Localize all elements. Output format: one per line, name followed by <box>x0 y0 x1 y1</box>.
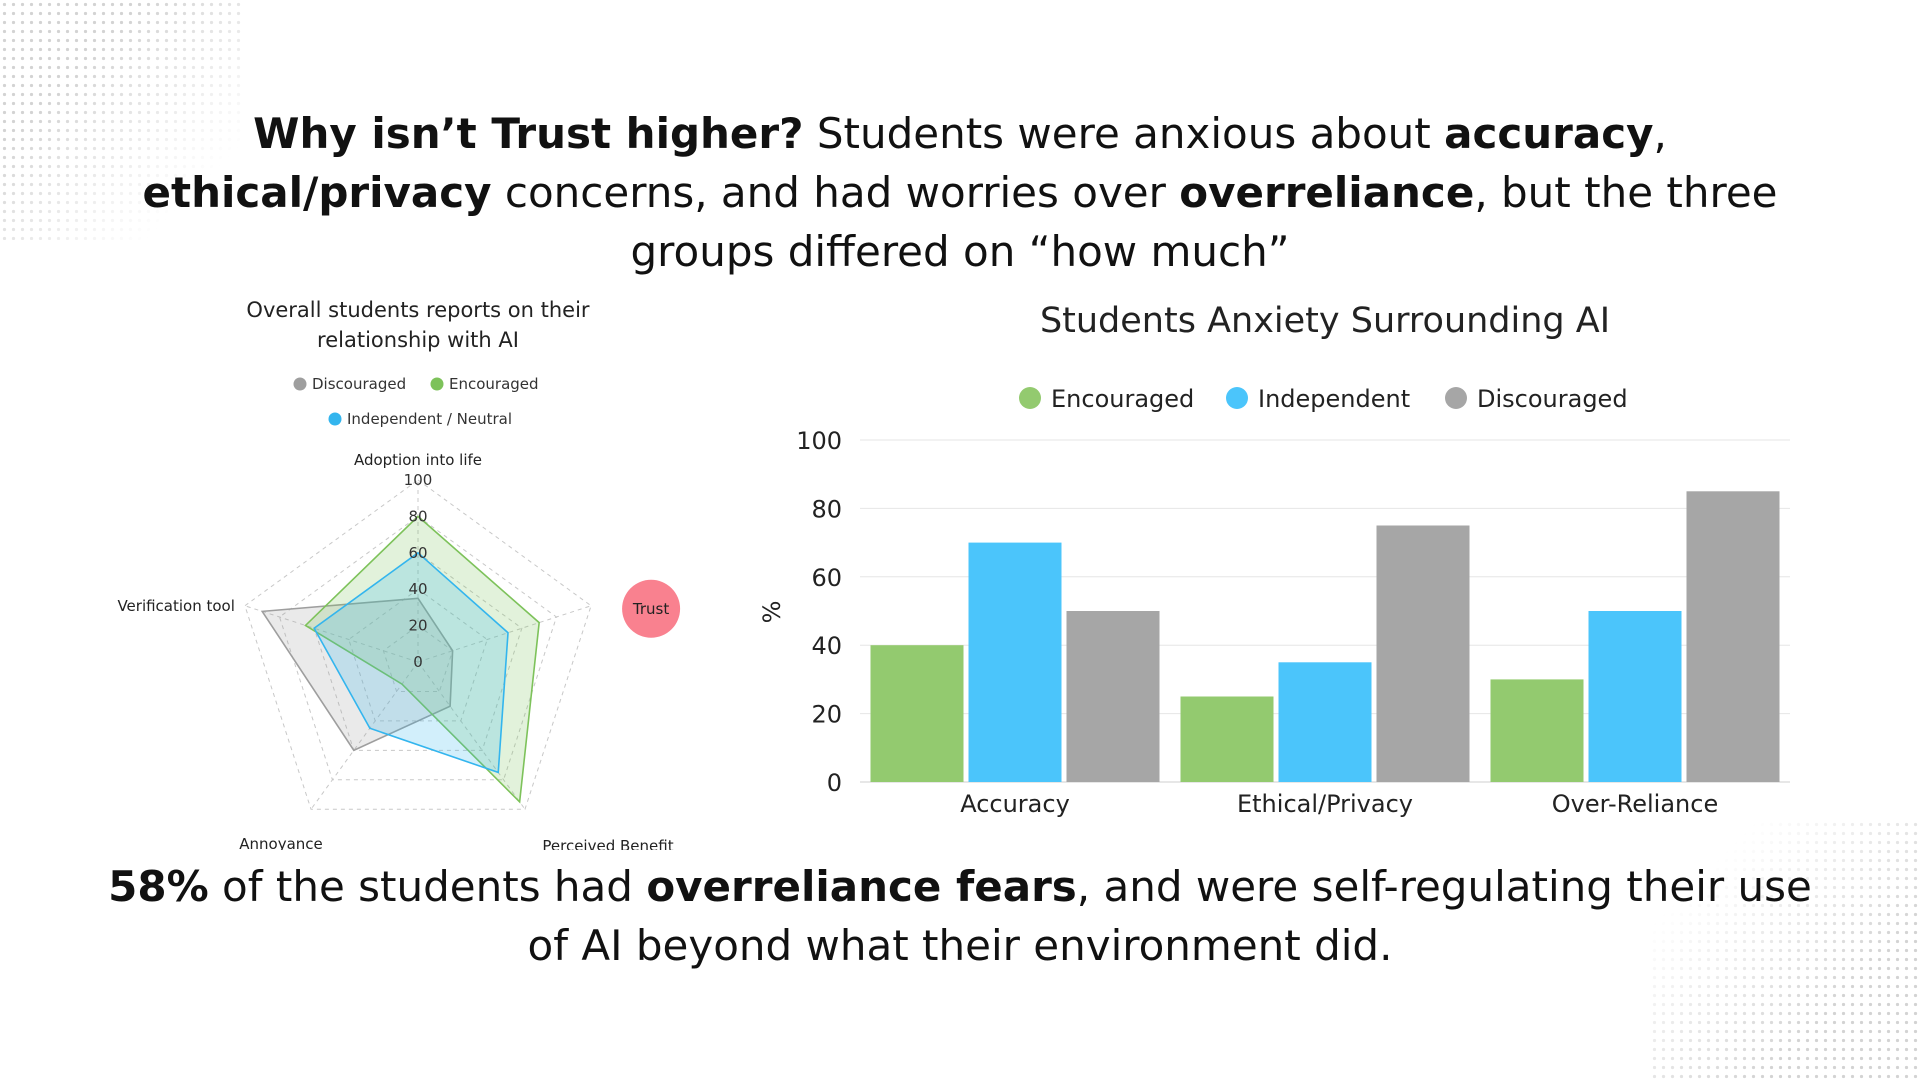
radar-legend-swatch-independent-neutral <box>328 412 342 426</box>
radar-spoke-verification-tool <box>244 605 419 663</box>
radar-legend-swatch-encouraged <box>430 377 444 391</box>
headline-text-2: , <box>1653 109 1667 158</box>
bar-accuracy-independent <box>968 542 1062 782</box>
headline-text-1: Students were anxious about <box>803 109 1445 158</box>
radar-grid-ring-60 <box>313 552 523 751</box>
bar-chart: Students Anxiety Surrounding AI Encourage… <box>758 301 1790 818</box>
bar-legend-swatch-independent <box>1226 387 1248 409</box>
radar-series-encouraged <box>304 515 541 804</box>
bar-legend-label-encouraged: Encouraged <box>1051 385 1194 413</box>
footer-text-2: , and were self-regulating their use of … <box>527 862 1812 970</box>
radar-title: Overall students reports on their relatio… <box>246 298 590 352</box>
bar-legend-label-discouraged: Discouraged <box>1477 385 1628 413</box>
radar-axis-label-annoyance: Annoyance <box>239 835 323 850</box>
radar-tick-60: 60 <box>408 544 427 562</box>
bar-y-tick-60: 60 <box>811 564 842 592</box>
bar-ethical-privacy-independent <box>1278 662 1372 782</box>
bar-x-tick-over-reliance: Over-Reliance <box>1552 790 1718 818</box>
footer-bold-percent: 58% <box>108 862 209 911</box>
radar-tick-0: 0 <box>413 653 423 671</box>
bar-y-tick-80: 80 <box>811 495 842 523</box>
radar-spoke-annoyance <box>310 661 419 810</box>
radar-highlight-circle <box>622 579 681 638</box>
footer-statement: 58% of the students had overreliance fea… <box>100 857 1820 975</box>
bar-y-tick-40: 40 <box>811 632 842 660</box>
radar-tick-20: 20 <box>408 617 427 635</box>
radar-title-line-2: relationship with AI <box>317 328 519 352</box>
bar-accuracy-encouraged <box>870 645 964 782</box>
headline-bold-accuracy: accuracy <box>1444 109 1654 158</box>
bar-x-tick-ethical-privacy: Ethical/Privacy <box>1237 790 1413 818</box>
radar-grid-ring-100 <box>244 479 592 810</box>
bar-over-reliance-independent <box>1588 611 1682 782</box>
headline-text-3: concerns, and had worries over <box>491 168 1180 217</box>
radar-legend-swatch-discouraged <box>293 377 307 391</box>
headline: Why isn’t Trust higher? Students were an… <box>120 104 1800 281</box>
bar-legend-swatch-discouraged <box>1445 387 1467 409</box>
radar-axis-label-trust: Trust <box>632 600 669 618</box>
bar-over-reliance-discouraged <box>1686 491 1780 782</box>
headline-question: Why isn’t Trust higher? <box>253 109 804 158</box>
bar-y-tick-0: 0 <box>827 769 842 797</box>
headline-bold-ethics: ethical/privacy <box>142 168 492 217</box>
bar-chart-title: Students Anxiety Surrounding AI <box>1040 301 1610 341</box>
radar-tick-100: 100 <box>404 471 433 489</box>
footer-text-1: of the students had <box>208 862 647 911</box>
radar-spoke-perceived-benefit <box>417 661 526 810</box>
footer-bold-fears: overreliance fears <box>646 862 1077 911</box>
bar-legend-label-independent: Independent <box>1258 385 1410 413</box>
radar-axis-label-adoption-into-life: Adoption into life <box>354 451 482 469</box>
radar-grid-ring-20 <box>382 624 454 692</box>
radar-grid-ring-80 <box>278 515 558 781</box>
radar-legend-label-independent-neutral: Independent / Neutral <box>347 410 512 428</box>
radar-axis-label-verification-tool: Verification tool <box>117 597 234 615</box>
radar-tick-40: 40 <box>408 580 427 598</box>
radar-tick-80: 80 <box>408 507 427 525</box>
bar-legend-swatch-encouraged <box>1019 387 1041 409</box>
radar-legend-label-discouraged: Discouraged <box>312 375 406 393</box>
bar-y-tick-100: 100 <box>796 427 842 455</box>
radar-chart: Overall students reports on their relatio… <box>117 298 681 850</box>
radar-spoke-trust <box>417 605 592 663</box>
bar-y-axis-label: % <box>758 601 786 624</box>
headline-bold-overreliance: overreliance <box>1179 168 1475 217</box>
radar-series-independent-neutral <box>313 551 509 774</box>
bar-ethical-privacy-discouraged <box>1376 525 1470 782</box>
radar-legend-label-encouraged: Encouraged <box>449 375 539 393</box>
bar-y-tick-20: 20 <box>811 701 842 729</box>
bar-ethical-privacy-encouraged <box>1180 696 1274 782</box>
bar-x-tick-accuracy: Accuracy <box>960 790 1070 818</box>
radar-axis-label-perceived-benefit: Perceived Benefit <box>542 837 673 850</box>
headline-text-4: , but the three groups differed on “how … <box>630 168 1778 276</box>
bar-over-reliance-encouraged <box>1490 679 1584 782</box>
radar-series-discouraged <box>260 597 454 752</box>
bar-accuracy-discouraged <box>1066 611 1160 782</box>
radar-title-line-1: Overall students reports on their <box>246 298 590 322</box>
